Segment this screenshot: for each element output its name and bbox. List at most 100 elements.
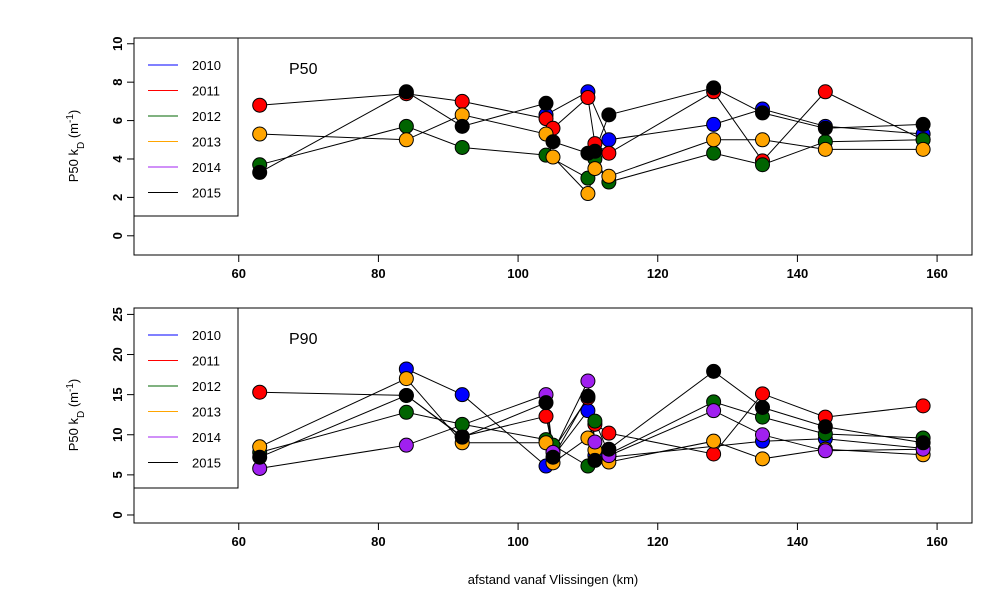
- y-axis-label-sub: D: [76, 142, 87, 149]
- data-point-2015: [587, 452, 603, 468]
- legend-label-2011: 2011: [192, 84, 220, 99]
- legend-label-2012: 2012: [192, 109, 221, 124]
- y-axis-label-unit: (m: [66, 123, 81, 142]
- data-point-2010: [601, 132, 617, 148]
- data-point-2011: [706, 446, 722, 462]
- data-point-2013: [587, 161, 603, 177]
- data-point-2013: [398, 132, 414, 148]
- legend-label-2014: 2014: [192, 430, 221, 445]
- y-tick-label: 10: [110, 428, 125, 442]
- data-point-2013: [755, 132, 770, 148]
- panel-annotation: P90: [289, 331, 318, 348]
- legend-box: [133, 307, 239, 489]
- data-point-2014: [706, 403, 722, 419]
- data-point-2014: [817, 443, 833, 459]
- data-point-2015: [817, 419, 833, 435]
- x-tick-label: 100: [507, 534, 529, 549]
- legend-box: [133, 37, 239, 217]
- data-point-2012: [398, 118, 414, 134]
- y-tick-label: 15: [110, 387, 125, 401]
- x-tick-label: 120: [647, 266, 669, 281]
- data-point-2015: [545, 449, 561, 465]
- data-point-2012: [398, 404, 414, 420]
- y-axis-label-close: ): [66, 110, 81, 114]
- data-point-2010: [706, 116, 722, 132]
- x-tick-label: 140: [787, 534, 809, 549]
- y-axis-label-exp: -1: [65, 383, 76, 392]
- data-point-2011: [817, 84, 833, 100]
- data-point-2013: [252, 126, 268, 142]
- data-point-2014: [755, 427, 770, 443]
- data-point-2011: [252, 384, 268, 400]
- y-axis-label-exp: -1: [65, 114, 76, 123]
- data-point-2011: [915, 398, 931, 414]
- y-tick-label: 20: [110, 347, 125, 361]
- data-point-2011: [755, 386, 770, 402]
- data-point-2015: [454, 118, 470, 134]
- legend-label-2013: 2013: [192, 135, 221, 150]
- panel-2: 60 80 100 120 140 160 0 5 10 15 20 25 P50 kD (m-1) af…: [65, 307, 973, 587]
- y-axis-label-close: ): [66, 379, 81, 383]
- data-point-2012: [706, 145, 722, 161]
- data-point-2015: [454, 429, 470, 445]
- y-tick-label: 10: [110, 37, 125, 51]
- data-point-2012: [454, 139, 470, 155]
- y-tick-label: 4: [110, 155, 125, 163]
- x-tick-label: 160: [926, 266, 948, 281]
- data-point-2013: [915, 141, 931, 157]
- data-point-2015: [915, 116, 931, 132]
- legend-label-2015: 2015: [192, 456, 221, 471]
- data-point-2010: [454, 387, 470, 403]
- legend-label-2015: 2015: [192, 186, 221, 201]
- x-tick-label: 120: [647, 534, 669, 549]
- data-point-2011: [601, 145, 617, 161]
- data-point-2015: [601, 441, 617, 457]
- legend-label-2012: 2012: [192, 379, 221, 394]
- data-point-2015: [817, 120, 833, 136]
- y-axis-label: P50 kD (m-1): [65, 379, 87, 452]
- data-point-2013: [817, 141, 833, 157]
- legend-label-2013: 2013: [192, 405, 221, 420]
- data-point-2015: [587, 143, 603, 159]
- data-point-2015: [580, 388, 596, 404]
- series-line-2011: [259, 91, 924, 162]
- y-axis-label: P50 kD (m-1): [65, 110, 87, 183]
- y-axis-label-sub: D: [76, 411, 87, 418]
- x-tick-label: 140: [787, 266, 809, 281]
- data-point-2013: [601, 168, 617, 184]
- data-point-2012: [454, 416, 470, 432]
- legend-label-2014: 2014: [192, 160, 221, 175]
- legend-label-2011: 2011: [192, 354, 220, 369]
- data-point-2015: [252, 164, 268, 180]
- data-point-2015: [706, 80, 722, 96]
- data-point-2015: [915, 435, 931, 451]
- data-point-2015: [398, 84, 414, 100]
- data-point-2012: [755, 157, 770, 173]
- data-point-2015: [538, 395, 554, 411]
- x-tick-label: 60: [232, 266, 246, 281]
- data-point-2015: [755, 399, 770, 415]
- data-point-2015: [538, 95, 554, 111]
- data-point-2015: [601, 107, 617, 123]
- data-point-2013: [755, 451, 770, 467]
- x-tick-label: 100: [507, 266, 529, 281]
- data-point-2011: [252, 97, 268, 113]
- y-axis-label-unit: (m: [66, 392, 81, 411]
- data-point-2011: [454, 93, 470, 109]
- legend-label-2010: 2010: [192, 58, 221, 73]
- y-tick-label: 2: [110, 194, 125, 201]
- y-tick-label: 5: [110, 471, 125, 478]
- data-point-2014: [398, 437, 414, 453]
- data-point-2015: [398, 387, 414, 403]
- data-point-2013: [580, 186, 596, 202]
- data-point-2015: [755, 105, 770, 121]
- y-tick-label: 6: [110, 117, 125, 124]
- y-tick-label: 0: [110, 232, 125, 239]
- data-point-2015: [545, 134, 561, 150]
- y-axis-label-main: P50 k: [66, 149, 81, 183]
- data-point-2011: [580, 90, 596, 106]
- y-tick-label: 8: [110, 79, 125, 86]
- x-tick-label: 60: [232, 534, 246, 549]
